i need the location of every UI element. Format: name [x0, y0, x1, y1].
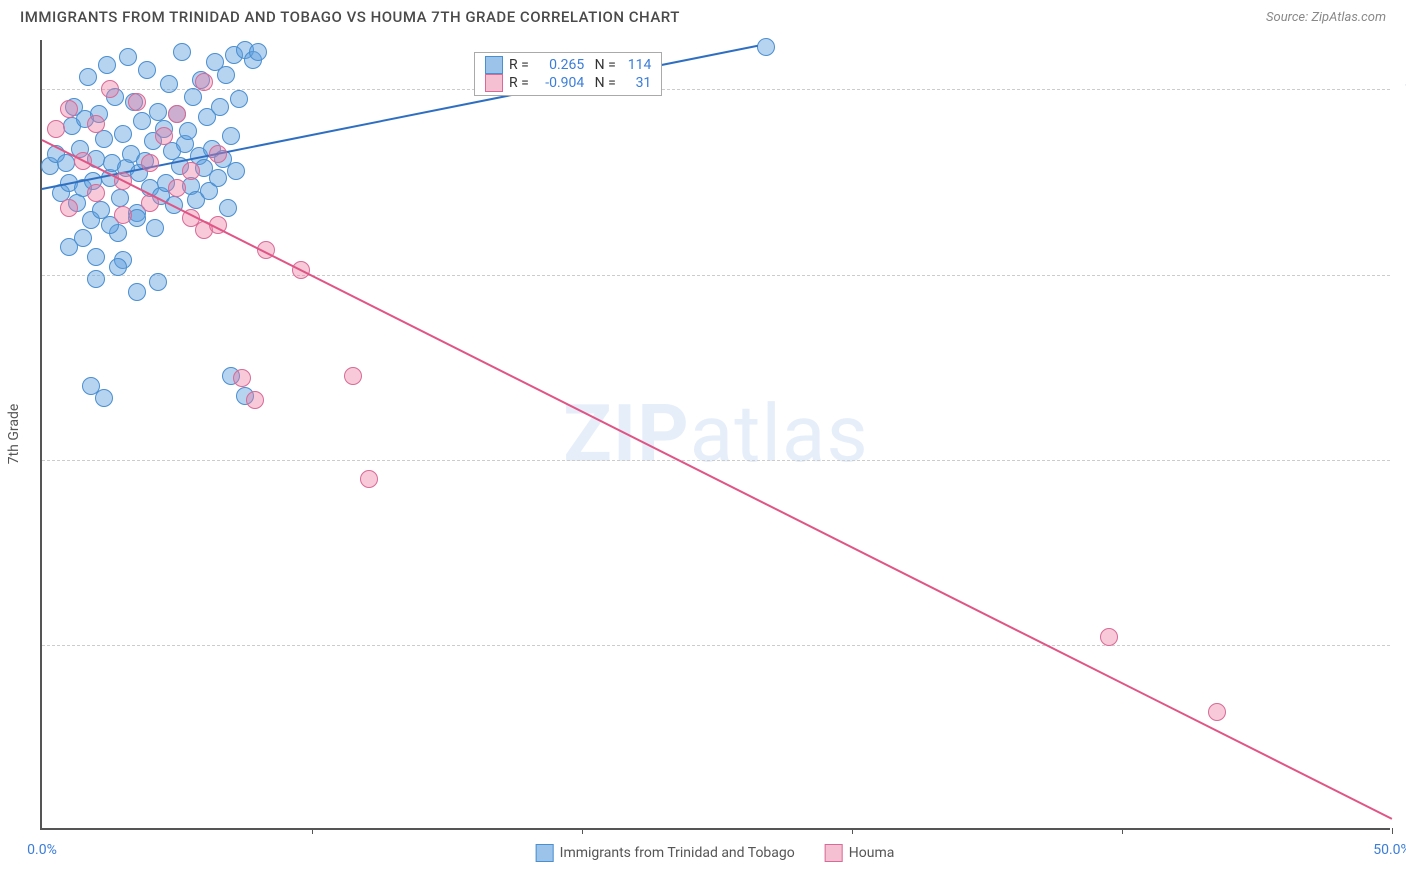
data-point-houma — [155, 127, 173, 145]
swatch-trinidad — [485, 56, 503, 74]
trendline-houma — [42, 139, 1393, 820]
data-point-houma — [209, 145, 227, 163]
data-point-trinidad — [160, 75, 178, 93]
data-point-houma — [233, 369, 251, 387]
data-point-houma — [141, 154, 159, 172]
data-point-houma — [114, 206, 132, 224]
legend-swatch-trinidad — [536, 844, 554, 862]
y-axis-title: 7th Grade — [6, 404, 22, 465]
x-tick-label: 50.0% — [1373, 842, 1406, 858]
x-tick-label: 0.0% — [27, 842, 57, 858]
data-point-trinidad — [87, 248, 105, 266]
data-point-trinidad — [219, 199, 237, 217]
data-point-trinidad — [217, 66, 235, 84]
stats-row-houma: R = -0.904 N = 31 — [485, 74, 651, 92]
y-tick-label: 85.0% — [1395, 452, 1406, 468]
scatter-chart: ZIPatlas 7th Grade 100.0%92.5%85.0%77.5%… — [40, 40, 1390, 830]
data-point-trinidad — [227, 162, 245, 180]
series-legend: Immigrants from Trinidad and Tobago Houma — [536, 844, 895, 862]
data-point-trinidad — [74, 229, 92, 247]
legend-swatch-houma — [825, 844, 843, 862]
chart-title: IMMIGRANTS FROM TRINIDAD AND TOBAGO VS H… — [20, 8, 680, 26]
stats-text: R = 0.265 N = 114 — [509, 57, 651, 73]
data-point-trinidad — [109, 258, 127, 276]
data-point-trinidad — [222, 127, 240, 145]
data-point-trinidad — [79, 68, 97, 86]
gridline — [42, 89, 1390, 90]
data-point-trinidad — [757, 38, 775, 56]
legend-label: Houma — [849, 845, 895, 861]
data-point-trinidad — [209, 169, 227, 187]
data-point-houma — [360, 470, 378, 488]
data-point-trinidad — [87, 270, 105, 288]
data-point-houma — [1100, 628, 1118, 646]
data-point-trinidad — [149, 273, 167, 291]
data-point-trinidad — [211, 98, 229, 116]
data-point-trinidad — [98, 56, 116, 74]
legend-item-houma: Houma — [825, 844, 895, 862]
data-point-trinidad — [173, 43, 191, 61]
data-point-houma — [195, 73, 213, 91]
data-point-houma — [87, 115, 105, 133]
x-tick — [1122, 828, 1123, 834]
stats-text: R = -0.904 N = 31 — [509, 75, 651, 91]
data-point-houma — [246, 391, 264, 409]
y-tick-label: 77.5% — [1395, 637, 1406, 653]
x-tick — [852, 828, 853, 834]
x-tick — [312, 828, 313, 834]
watermark: ZIPatlas — [563, 387, 868, 481]
data-point-houma — [87, 184, 105, 202]
data-point-houma — [60, 199, 78, 217]
data-point-houma — [168, 179, 186, 197]
x-tick — [1392, 828, 1393, 834]
y-tick-label: 92.5% — [1395, 267, 1406, 283]
data-point-trinidad — [249, 43, 267, 61]
legend-item-trinidad: Immigrants from Trinidad and Tobago — [536, 844, 795, 862]
data-point-houma — [168, 105, 186, 123]
data-point-houma — [47, 120, 65, 138]
data-point-houma — [128, 93, 146, 111]
gridline — [42, 460, 1390, 461]
plot-area: ZIPatlas 7th Grade 100.0%92.5%85.0%77.5%… — [40, 40, 1390, 830]
source-attribution: Source: ZipAtlas.com — [1266, 10, 1386, 25]
data-point-houma — [344, 367, 362, 385]
data-point-trinidad — [138, 61, 156, 79]
data-point-trinidad — [179, 122, 197, 140]
data-point-trinidad — [57, 154, 75, 172]
data-point-trinidad — [111, 189, 129, 207]
data-point-trinidad — [95, 389, 113, 407]
legend-label: Immigrants from Trinidad and Tobago — [560, 845, 795, 861]
data-point-trinidad — [184, 88, 202, 106]
data-point-houma — [1208, 703, 1226, 721]
data-point-trinidad — [133, 112, 151, 130]
data-point-trinidad — [119, 48, 137, 66]
swatch-houma — [485, 74, 503, 92]
data-point-houma — [101, 80, 119, 98]
gridline — [42, 645, 1390, 646]
data-point-trinidad — [128, 283, 146, 301]
data-point-houma — [182, 162, 200, 180]
y-tick-label: 100.0% — [1395, 81, 1406, 97]
data-point-trinidad — [114, 125, 132, 143]
x-tick — [582, 828, 583, 834]
data-point-houma — [60, 100, 78, 118]
data-point-trinidad — [146, 219, 164, 237]
data-point-trinidad — [230, 90, 248, 108]
correlation-stats-box: R = 0.265 N = 114 R = -0.904 N = 31 — [474, 52, 662, 96]
data-point-trinidad — [149, 103, 167, 121]
gridline — [42, 275, 1390, 276]
stats-row-trinidad: R = 0.265 N = 114 — [485, 56, 651, 74]
